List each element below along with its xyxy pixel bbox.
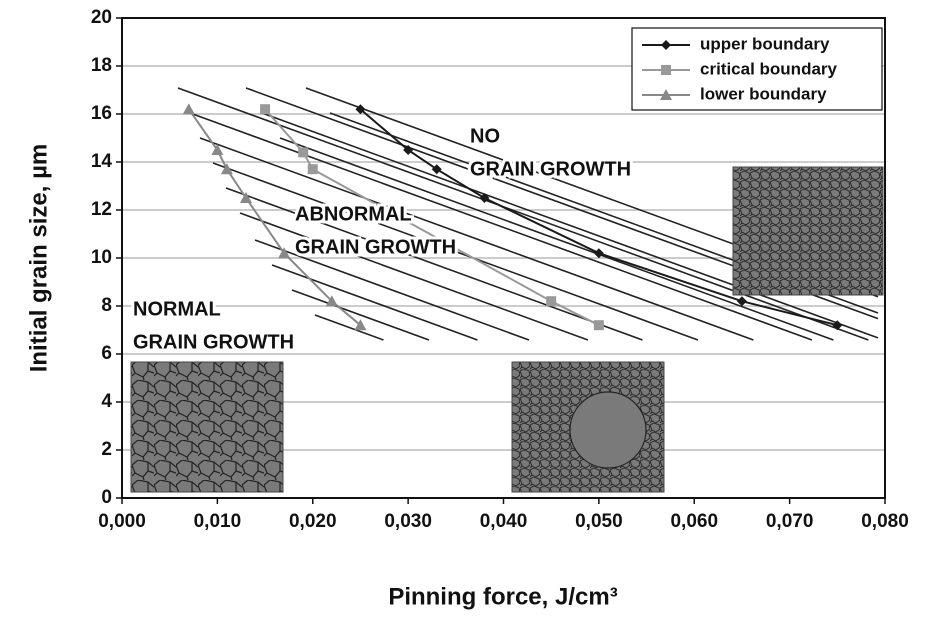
- hatch-line: [199, 137, 754, 341]
- annotation: ABNORMAL: [295, 203, 412, 225]
- x-tick-label: 0,060: [670, 511, 718, 532]
- x-tick-label: 0,010: [194, 511, 242, 532]
- hatch-line: [189, 112, 813, 341]
- marker: [211, 144, 224, 155]
- hatch-line: [225, 187, 643, 341]
- abnormal-grain: [569, 391, 647, 469]
- hatch-line: [261, 112, 879, 339]
- marker: [403, 145, 414, 155]
- hatch-line: [254, 239, 530, 341]
- x-tick-label: 0,020: [289, 511, 337, 532]
- micrograph: [732, 166, 884, 296]
- annotation: NO: [470, 125, 500, 147]
- hatch-line: [279, 137, 834, 341]
- marker: [260, 104, 271, 115]
- legend-label: upper boundary: [700, 34, 830, 53]
- hatch-line: [291, 289, 430, 341]
- y-tick-label: 6: [101, 343, 112, 364]
- marker: [832, 320, 843, 331]
- marker: [736, 296, 747, 307]
- marker: [661, 65, 671, 75]
- legend-label: critical boundary: [700, 59, 838, 78]
- marker: [220, 163, 233, 175]
- plot: [182, 103, 843, 331]
- marker: [354, 319, 367, 331]
- y-tick-label: 2: [101, 439, 112, 460]
- legend-marker: [661, 40, 671, 50]
- annotation: GRAIN GROWTH: [133, 331, 294, 353]
- marker: [661, 40, 671, 50]
- y-tick-label: 4: [101, 391, 112, 412]
- y-tick-label: 14: [91, 151, 113, 172]
- marker: [355, 104, 366, 115]
- y-tick-label: 18: [91, 55, 112, 76]
- hatch-line: [271, 264, 478, 341]
- marker: [182, 103, 195, 115]
- marker: [278, 247, 291, 259]
- x-tick-label: 0,030: [384, 511, 432, 532]
- marker: [593, 248, 604, 259]
- annotation: NORMAL: [133, 298, 221, 320]
- x-axis-label: Pinning force, J/cm³: [388, 583, 617, 610]
- marker: [298, 147, 309, 158]
- y-tick-label: 0: [101, 487, 112, 508]
- marker: [307, 164, 318, 175]
- x-tick-label: 0,070: [766, 511, 814, 532]
- marker: [660, 89, 672, 100]
- micrograph: [130, 361, 284, 493]
- marker: [325, 295, 338, 307]
- legend-marker: [661, 65, 671, 75]
- hatch-line: [212, 162, 699, 341]
- annotation: GRAIN GROWTH: [470, 158, 631, 180]
- marker: [431, 164, 442, 175]
- marker: [479, 193, 490, 203]
- marker: [239, 192, 252, 203]
- x-tick-label: 0,050: [575, 511, 623, 532]
- x-tick-label: 0,080: [861, 511, 909, 532]
- y-tick-label: 20: [91, 7, 112, 28]
- y-tick-label: 16: [91, 103, 112, 124]
- hatch-line: [314, 314, 384, 341]
- marker: [593, 320, 604, 331]
- hatch-line: [177, 87, 869, 341]
- hatch-line: [239, 212, 589, 341]
- legend-marker: [660, 89, 672, 100]
- x-tick-label: 0,000: [98, 511, 146, 532]
- x-tick-label: 0,040: [480, 511, 528, 532]
- y-tick-label: 12: [91, 199, 112, 220]
- y-tick-label: 10: [91, 247, 112, 268]
- annotation: GRAIN GROWTH: [295, 236, 456, 258]
- y-axis-label: Initial grain size, µm: [25, 144, 52, 373]
- y-tick-label: 8: [101, 295, 112, 316]
- legend-label: lower boundary: [700, 84, 827, 103]
- marker: [546, 296, 557, 307]
